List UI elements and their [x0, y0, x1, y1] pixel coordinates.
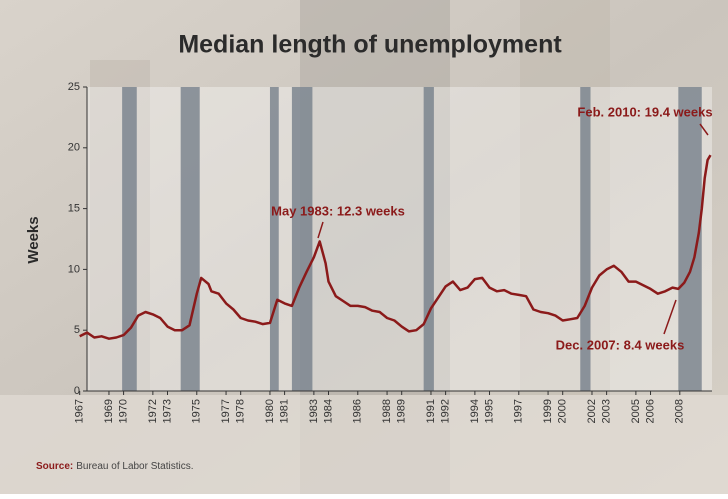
x-tick-label: 2006 [644, 399, 656, 423]
x-tick-label: 1977 [220, 399, 232, 423]
y-tick-label: 10 [68, 263, 80, 275]
recession-band [423, 87, 434, 391]
x-tick-label: 2000 [557, 399, 569, 423]
x-tick-label: 1994 [469, 399, 481, 423]
x-tick-label: 1995 [483, 399, 495, 423]
chart-title: Median length of unemployment [178, 31, 562, 59]
recession-band [291, 87, 313, 391]
x-tick-label: 1970 [117, 399, 129, 423]
x-tick-label: 1988 [381, 399, 393, 423]
x-tick-label: 1991 [425, 399, 437, 423]
background-floor [0, 395, 728, 494]
annotation: May 1983: 12.3 weeks [271, 203, 405, 218]
recession-band [180, 87, 200, 391]
x-tick-label: 1981 [279, 399, 291, 423]
recession-band [580, 87, 591, 391]
annotation-arrow [699, 123, 709, 136]
x-tick-label: 1997 [513, 399, 525, 423]
source-label: Source: [36, 461, 73, 472]
x-tick-label: 1983 [308, 399, 320, 423]
annotation: Feb. 2010: 19.4 weeks [577, 104, 712, 119]
annotation: Dec. 2007: 8.4 weeks [556, 337, 685, 352]
x-tick-label: 2005 [630, 399, 642, 423]
background-figure [520, 0, 610, 400]
annotation-arrow [317, 221, 324, 239]
x-tick-label: 2002 [586, 399, 598, 423]
x-tick-label: 1980 [264, 399, 276, 423]
recession-band [122, 87, 137, 391]
source-note: Source: Bureau of Labor Statistics. [36, 461, 194, 472]
data-line [79, 154, 712, 340]
y-tick-label: 0 [74, 385, 80, 397]
x-tick-label: 2003 [601, 399, 613, 423]
x-tick-label: 1989 [396, 399, 408, 423]
annotation-arrow [663, 299, 677, 335]
x-tick-label: 1967 [74, 399, 86, 423]
x-tick-label: 1975 [191, 399, 203, 423]
x-tick-label: 2008 [674, 399, 686, 423]
recession-band [269, 87, 279, 391]
y-axis-label: Weeks [25, 216, 42, 263]
y-tick-label: 15 [68, 203, 80, 215]
x-tick-label: 1978 [235, 399, 247, 423]
x-tick-label: 1986 [352, 399, 364, 423]
x-tick-label: 1984 [322, 399, 334, 423]
y-tick-label: 5 [74, 324, 80, 336]
y-tick-label: 25 [68, 81, 80, 93]
source-text: Bureau of Labor Statistics. [76, 461, 193, 472]
x-tick-label: 1972 [147, 399, 159, 423]
x-tick-label: 1992 [440, 399, 452, 423]
x-tick-label: 1999 [542, 399, 554, 423]
x-tick-label: 1973 [161, 399, 173, 423]
x-tick-label: 1969 [103, 399, 115, 423]
y-tick-label: 20 [68, 142, 80, 154]
recession-band [678, 87, 702, 391]
